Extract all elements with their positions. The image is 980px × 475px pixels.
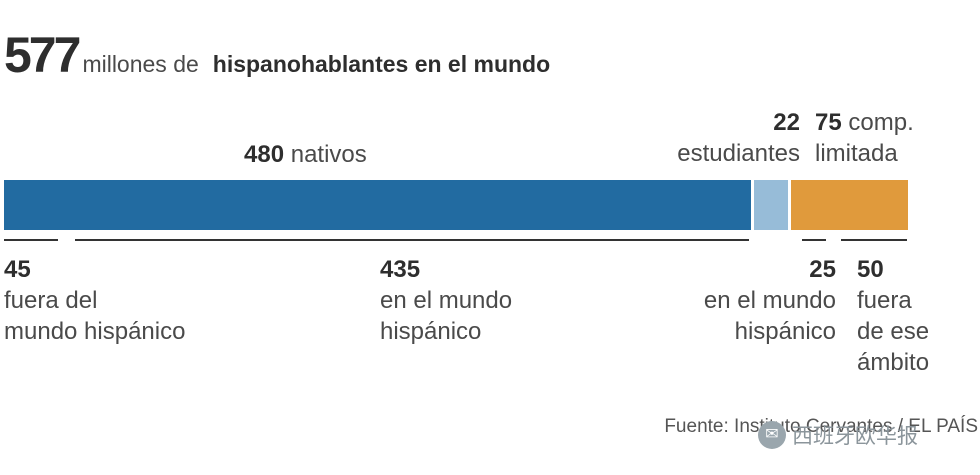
breakdown-label-inside: 435 en el mundo hispánico [380,254,512,347]
breakdown-line-inside [75,239,749,241]
breakdown-label-outside: 45 fuera del mundo hispánico [4,254,185,347]
source-note: Fuente: Instituto Cervantes / EL PAÍS [664,416,978,437]
wechat-icon: ✉ [758,421,786,449]
breakdown-value-435: 435 [380,256,421,283]
breakdown-text-45-line1: fuera del [4,287,98,314]
breakdown-line-limited-outside [841,239,907,241]
title-text: hispanohablantes en el mundo [212,51,551,77]
breakdown-text-25-line1: en el mundo [703,287,836,314]
total-unit: millones de [82,51,199,77]
breakdown-label-limited-inside: 25 en el mundo hispánico [660,254,836,347]
native-label: nativos [290,141,367,168]
students-label: estudiantes [677,140,800,167]
breakdown-text-45-line2: mundo hispánico [4,318,186,345]
limited-value: 75 [815,109,842,136]
breakdown-text-50-line1: fuera [857,287,912,314]
breakdown-text-50-line3: ámbito [857,349,930,376]
breakdown-line-outside [4,239,58,241]
segment-label-limited: 75 comp. limitada [815,107,914,169]
breakdown-text-435-line1: en el mundo [380,287,513,314]
breakdown-value-50: 50 [857,256,884,283]
students-value: 22 [773,109,800,136]
chart-title: 577 millones de hispanohablantes en el m… [4,26,550,84]
watermark-text: 西班牙欧华报 [792,425,918,448]
segment-label-students: 22 estudiantes [640,107,800,169]
breakdown-value-45: 45 [4,256,31,283]
breakdown-value-25: 25 [809,256,836,283]
breakdown-text-435-line2: hispánico [380,318,482,345]
bar-segment-limited [791,180,908,230]
limited-label-line1: comp. [848,109,914,136]
bar-segment-native [4,180,752,230]
breakdown-text-50-line2: de ese [857,318,930,345]
watermark: ✉ 西班牙欧华报 [758,420,918,450]
native-value: 480 [244,141,285,168]
breakdown-label-limited-outside: 50 fuera de ese ámbito [857,254,929,378]
bar-segment-students [754,180,789,230]
breakdown-line-limited-inside [802,239,826,241]
segment-label-native: 480 nativos [244,139,367,170]
breakdown-text-25-line2: hispánico [734,318,836,345]
limited-label-line2: limitada [815,140,898,167]
total-number: 577 [4,27,81,83]
